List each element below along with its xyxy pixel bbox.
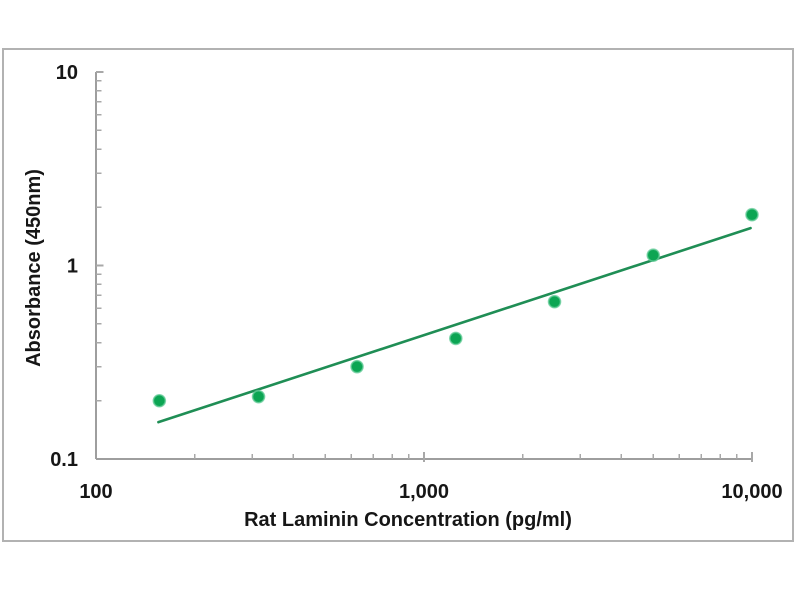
data-point	[350, 359, 364, 374]
data-point	[646, 248, 661, 263]
x-tick-label: 100	[79, 481, 112, 503]
y-tick-label: 10	[56, 62, 78, 84]
axes	[95, 72, 752, 460]
y-axis-title: Absorbance (450nm)	[23, 169, 45, 367]
data-point	[152, 393, 167, 408]
data-point	[251, 389, 266, 404]
x-ticks	[193, 452, 753, 462]
x-tick-label: 1,000	[399, 481, 449, 503]
x-tick-label: 10,000	[721, 481, 782, 503]
y-tick-labels: 0.1 1 10	[50, 62, 78, 471]
y-ticks	[96, 71, 104, 402]
data-points	[152, 207, 759, 408]
y-tick-label: 1	[67, 256, 78, 278]
y-tick-label: 0.1	[50, 449, 78, 471]
x-tick-labels: 100 1,000 10,000	[79, 481, 782, 503]
data-point	[448, 331, 463, 346]
trendline-group	[157, 226, 752, 424]
data-point	[745, 207, 759, 222]
data-point	[547, 294, 562, 309]
trendline	[157, 226, 752, 424]
x-axis-title: Rat Laminin Concentration (pg/ml)	[244, 509, 572, 531]
